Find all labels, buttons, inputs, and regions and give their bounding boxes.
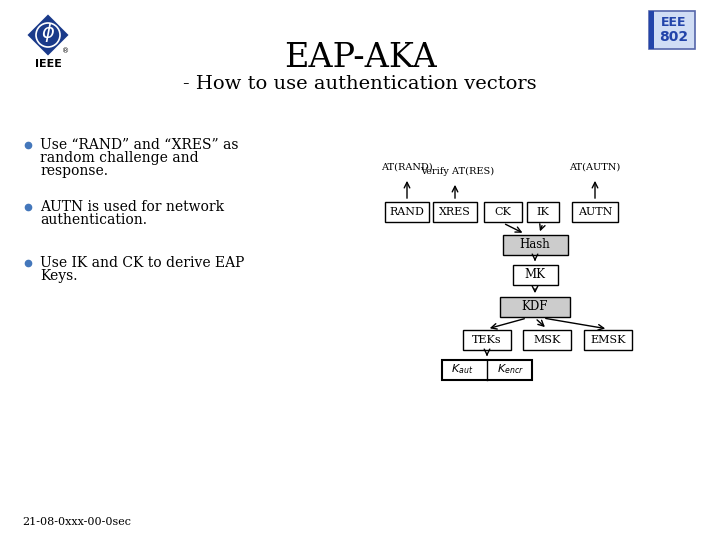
Text: Hash: Hash bbox=[520, 239, 550, 252]
Text: Keys.: Keys. bbox=[40, 269, 78, 283]
Text: 802: 802 bbox=[660, 30, 688, 44]
Text: TEKs: TEKs bbox=[472, 335, 502, 345]
Text: Use IK and CK to derive EAP: Use IK and CK to derive EAP bbox=[40, 256, 244, 270]
Text: MSK: MSK bbox=[534, 335, 561, 345]
Text: $K_{encr}$: $K_{encr}$ bbox=[497, 362, 523, 376]
FancyBboxPatch shape bbox=[572, 202, 618, 222]
Polygon shape bbox=[26, 13, 70, 57]
FancyBboxPatch shape bbox=[500, 297, 570, 317]
FancyBboxPatch shape bbox=[527, 202, 559, 222]
Text: EMSK: EMSK bbox=[590, 335, 626, 345]
Text: XRES: XRES bbox=[439, 207, 471, 217]
Text: $\phi$: $\phi$ bbox=[41, 22, 55, 44]
FancyBboxPatch shape bbox=[442, 360, 532, 380]
Text: RAND: RAND bbox=[390, 207, 424, 217]
Text: IK: IK bbox=[536, 207, 549, 217]
Text: MK: MK bbox=[524, 268, 546, 281]
Text: AUTN: AUTN bbox=[578, 207, 612, 217]
Text: ®: ® bbox=[63, 48, 70, 54]
Text: random challenge and: random challenge and bbox=[40, 151, 199, 165]
Text: EAP-AKA: EAP-AKA bbox=[284, 42, 436, 74]
Text: $K_{aut}$: $K_{aut}$ bbox=[451, 362, 473, 376]
FancyBboxPatch shape bbox=[385, 202, 429, 222]
FancyBboxPatch shape bbox=[523, 330, 571, 350]
Text: AT(RAND): AT(RAND) bbox=[381, 163, 433, 172]
Text: response.: response. bbox=[40, 164, 108, 178]
Text: EEE: EEE bbox=[661, 16, 687, 29]
Text: AT(AUTN): AT(AUTN) bbox=[570, 163, 621, 172]
Text: Verify AT(RES): Verify AT(RES) bbox=[420, 167, 494, 176]
Text: CK: CK bbox=[495, 207, 511, 217]
FancyBboxPatch shape bbox=[503, 235, 567, 255]
FancyBboxPatch shape bbox=[513, 265, 557, 285]
Text: KDF: KDF bbox=[522, 300, 548, 314]
FancyBboxPatch shape bbox=[649, 11, 654, 49]
FancyBboxPatch shape bbox=[584, 330, 632, 350]
Text: authentication.: authentication. bbox=[40, 213, 147, 227]
FancyBboxPatch shape bbox=[433, 202, 477, 222]
Text: 21-08-0xxx-00-0sec: 21-08-0xxx-00-0sec bbox=[22, 517, 131, 527]
Text: Use “RAND” and “XRES” as: Use “RAND” and “XRES” as bbox=[40, 138, 238, 152]
Circle shape bbox=[36, 23, 60, 47]
FancyBboxPatch shape bbox=[484, 202, 522, 222]
Text: - How to use authentication vectors: - How to use authentication vectors bbox=[183, 75, 537, 93]
Text: IEEE: IEEE bbox=[35, 59, 61, 69]
FancyBboxPatch shape bbox=[463, 330, 511, 350]
Text: AUTN is used for network: AUTN is used for network bbox=[40, 200, 224, 214]
FancyBboxPatch shape bbox=[649, 11, 695, 49]
